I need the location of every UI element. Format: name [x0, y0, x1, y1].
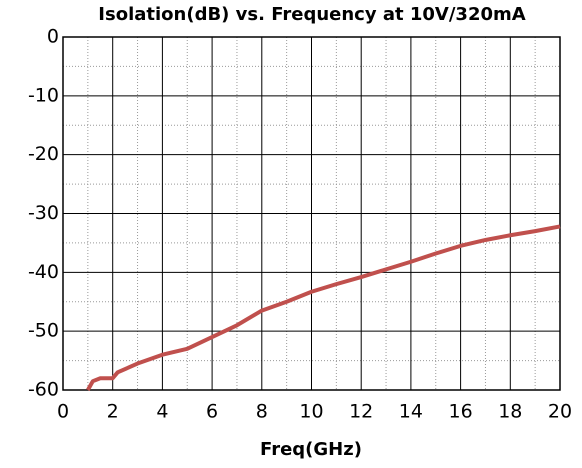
x-tick-label: 8 — [256, 401, 268, 423]
x-tick-label: 6 — [206, 401, 218, 423]
x-tick-label: 18 — [498, 401, 522, 423]
y-tick-label: -40 — [28, 261, 59, 283]
chart-title: Isolation(dB) vs. Frequency at 10V/320mA — [98, 4, 525, 25]
x-axis-label: Freq(GHz) — [260, 439, 362, 460]
x-tick-label: 14 — [399, 401, 423, 423]
y-tick-label: -10 — [28, 84, 59, 106]
y-tick-label: 0 — [47, 26, 59, 48]
x-tick-label: 10 — [299, 401, 323, 423]
y-tick-label: -20 — [28, 143, 59, 165]
data-line — [86, 224, 561, 391]
y-tick-label: -60 — [28, 379, 59, 401]
x-tick-label: 16 — [449, 401, 473, 423]
x-tick-label: 0 — [57, 401, 69, 423]
y-tick-label: -50 — [28, 320, 59, 342]
plot-frame — [62, 36, 561, 391]
x-tick-label: 2 — [107, 401, 119, 423]
x-tick-label: 4 — [156, 401, 168, 423]
x-tick-label: 20 — [548, 401, 572, 423]
x-tick-label: 12 — [349, 401, 373, 423]
y-tick-label: -30 — [28, 202, 59, 224]
